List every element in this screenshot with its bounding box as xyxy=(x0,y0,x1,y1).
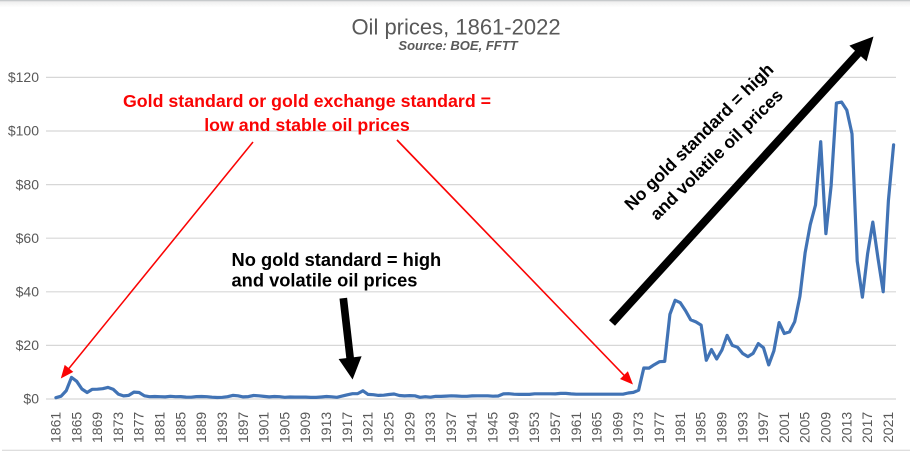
svg-text:1873: 1873 xyxy=(110,412,126,443)
svg-text:1897: 1897 xyxy=(235,412,251,443)
svg-text:1945: 1945 xyxy=(485,412,501,443)
svg-text:and volatile oil prices: and volatile oil prices xyxy=(232,270,418,291)
svg-text:2021: 2021 xyxy=(880,412,896,443)
svg-text:1937: 1937 xyxy=(443,412,459,443)
svg-text:2005: 2005 xyxy=(797,412,813,443)
svg-text:2009: 2009 xyxy=(818,412,834,443)
svg-text:1893: 1893 xyxy=(214,412,230,443)
svg-text:Gold standard or gold exchange: Gold standard or gold exchange standard … xyxy=(123,91,491,111)
svg-text:1889: 1889 xyxy=(193,412,209,443)
svg-text:1961: 1961 xyxy=(568,412,584,443)
svg-text:$100: $100 xyxy=(8,123,39,139)
svg-text:1877: 1877 xyxy=(131,412,147,443)
svg-text:1869: 1869 xyxy=(89,412,105,443)
svg-text:1881: 1881 xyxy=(152,412,168,443)
svg-text:1977: 1977 xyxy=(651,412,667,443)
svg-text:Oil prices, 1861-2022: Oil prices, 1861-2022 xyxy=(351,14,560,39)
svg-text:1965: 1965 xyxy=(589,412,605,443)
svg-text:1921: 1921 xyxy=(360,412,376,443)
svg-text:1969: 1969 xyxy=(609,412,625,443)
svg-text:1913: 1913 xyxy=(318,412,334,443)
svg-text:1973: 1973 xyxy=(630,412,646,443)
svg-text:$20: $20 xyxy=(16,337,40,353)
svg-text:1861: 1861 xyxy=(48,412,64,443)
svg-text:1901: 1901 xyxy=(256,412,272,443)
svg-text:$40: $40 xyxy=(16,284,40,300)
svg-text:1933: 1933 xyxy=(422,412,438,443)
svg-text:$0: $0 xyxy=(23,391,39,407)
svg-text:1925: 1925 xyxy=(381,412,397,443)
svg-text:low and stable oil prices: low and stable oil prices xyxy=(204,115,410,135)
svg-text:2017: 2017 xyxy=(859,412,875,443)
svg-text:1989: 1989 xyxy=(714,412,730,443)
svg-text:1885: 1885 xyxy=(172,412,188,443)
svg-text:1957: 1957 xyxy=(547,412,563,443)
svg-text:1929: 1929 xyxy=(401,412,417,443)
svg-text:Source: BOE, FFTT: Source: BOE, FFTT xyxy=(398,38,518,53)
svg-text:1941: 1941 xyxy=(464,412,480,443)
svg-text:1865: 1865 xyxy=(68,412,84,443)
svg-text:1997: 1997 xyxy=(755,412,771,443)
svg-text:1917: 1917 xyxy=(339,412,355,443)
svg-text:$120: $120 xyxy=(8,69,39,85)
svg-text:No gold standard = high: No gold standard = high xyxy=(232,249,442,270)
svg-text:$60: $60 xyxy=(16,230,40,246)
svg-text:2013: 2013 xyxy=(838,412,854,443)
svg-text:1981: 1981 xyxy=(672,412,688,443)
svg-text:2001: 2001 xyxy=(776,412,792,443)
svg-text:$80: $80 xyxy=(16,176,40,192)
svg-text:1985: 1985 xyxy=(693,412,709,443)
svg-text:1909: 1909 xyxy=(297,412,313,443)
svg-text:1953: 1953 xyxy=(526,412,542,443)
svg-text:1949: 1949 xyxy=(505,412,521,443)
svg-text:1905: 1905 xyxy=(276,412,292,443)
svg-text:1993: 1993 xyxy=(734,412,750,443)
